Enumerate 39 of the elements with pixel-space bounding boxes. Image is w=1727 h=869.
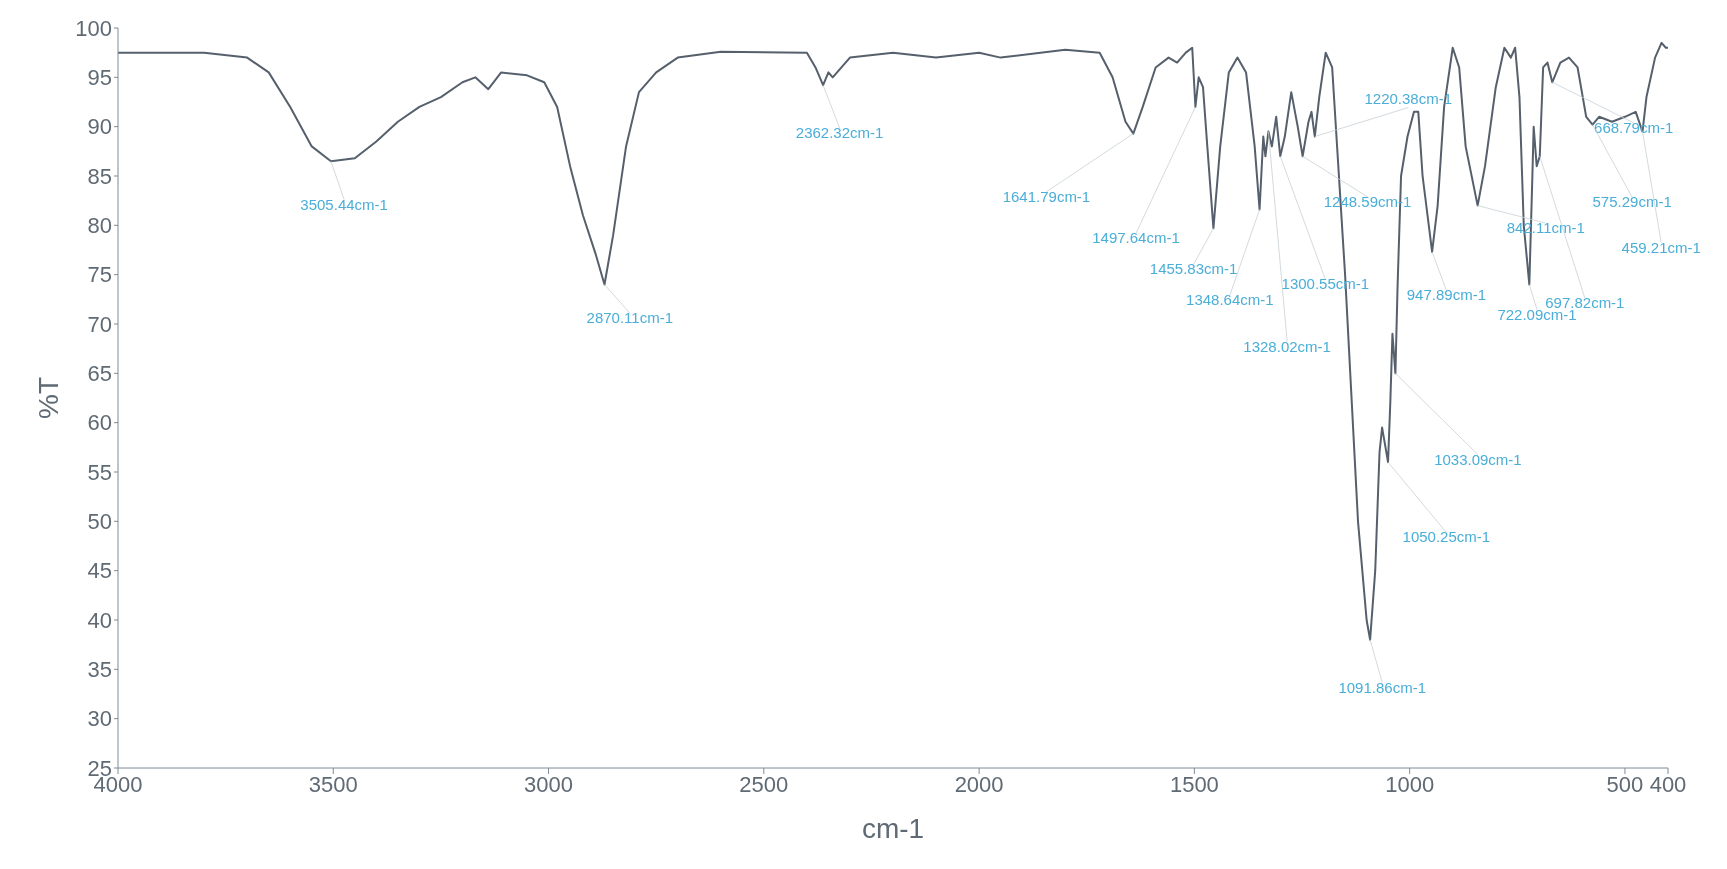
y-tick-label: 70	[87, 311, 112, 337]
annotation: 1348.64cm-1	[1186, 291, 1274, 309]
annotation: 1497.64cm-1	[1092, 229, 1180, 247]
y-tick-label: 60	[87, 410, 112, 436]
annotation: 1641.79cm-1	[1002, 187, 1091, 205]
annotation: 1091.86cm-1	[1338, 678, 1426, 696]
y-tick-label: 80	[87, 213, 112, 239]
x-tick-label: 500	[1606, 771, 1644, 797]
x-tick-label: 2000	[954, 771, 1004, 797]
annotation: 1050.25cm-1	[1402, 528, 1491, 546]
y-tick-label: 100	[75, 15, 112, 41]
annotation: 2362.32cm-1	[795, 124, 884, 142]
y-tick-label: 55	[87, 459, 112, 485]
y-tick-label: 95	[87, 65, 112, 91]
annotation: 1455.83cm-1	[1149, 260, 1238, 278]
y-tick-label: 45	[87, 558, 112, 584]
x-tick-label: 400	[1649, 771, 1687, 797]
annotation: 947.89cm-1	[1406, 286, 1487, 304]
y-tick-label: 35	[87, 657, 112, 683]
x-tick-label: 1000	[1385, 771, 1435, 797]
x-tick-label: 3500	[308, 771, 358, 797]
annotation: 1328.02cm-1	[1243, 337, 1331, 355]
x-tick-label: 3000	[524, 771, 574, 797]
x-tick-label: 2500	[739, 771, 789, 797]
annotation: 1033.09cm-1	[1434, 450, 1522, 468]
y-tick-label: 40	[87, 607, 112, 633]
y-tick-label: 65	[87, 361, 112, 387]
y-tick-label: 50	[87, 509, 112, 535]
y-axis-title: %T	[32, 377, 64, 419]
annotation: 575.29cm-1	[1592, 193, 1672, 211]
y-tick-label: 85	[87, 163, 112, 189]
x-axis-title: cm-1	[861, 813, 925, 844]
y-tick-label: 30	[87, 706, 112, 732]
y-tick-label: 75	[87, 262, 112, 288]
x-tick-label: 1500	[1169, 771, 1219, 797]
annotation: 2870.11cm-1	[586, 309, 674, 327]
annotation: 3505.44cm-1	[300, 195, 388, 213]
y-tick-label: 90	[87, 114, 112, 140]
annotation: 459.21cm-1	[1621, 238, 1701, 256]
